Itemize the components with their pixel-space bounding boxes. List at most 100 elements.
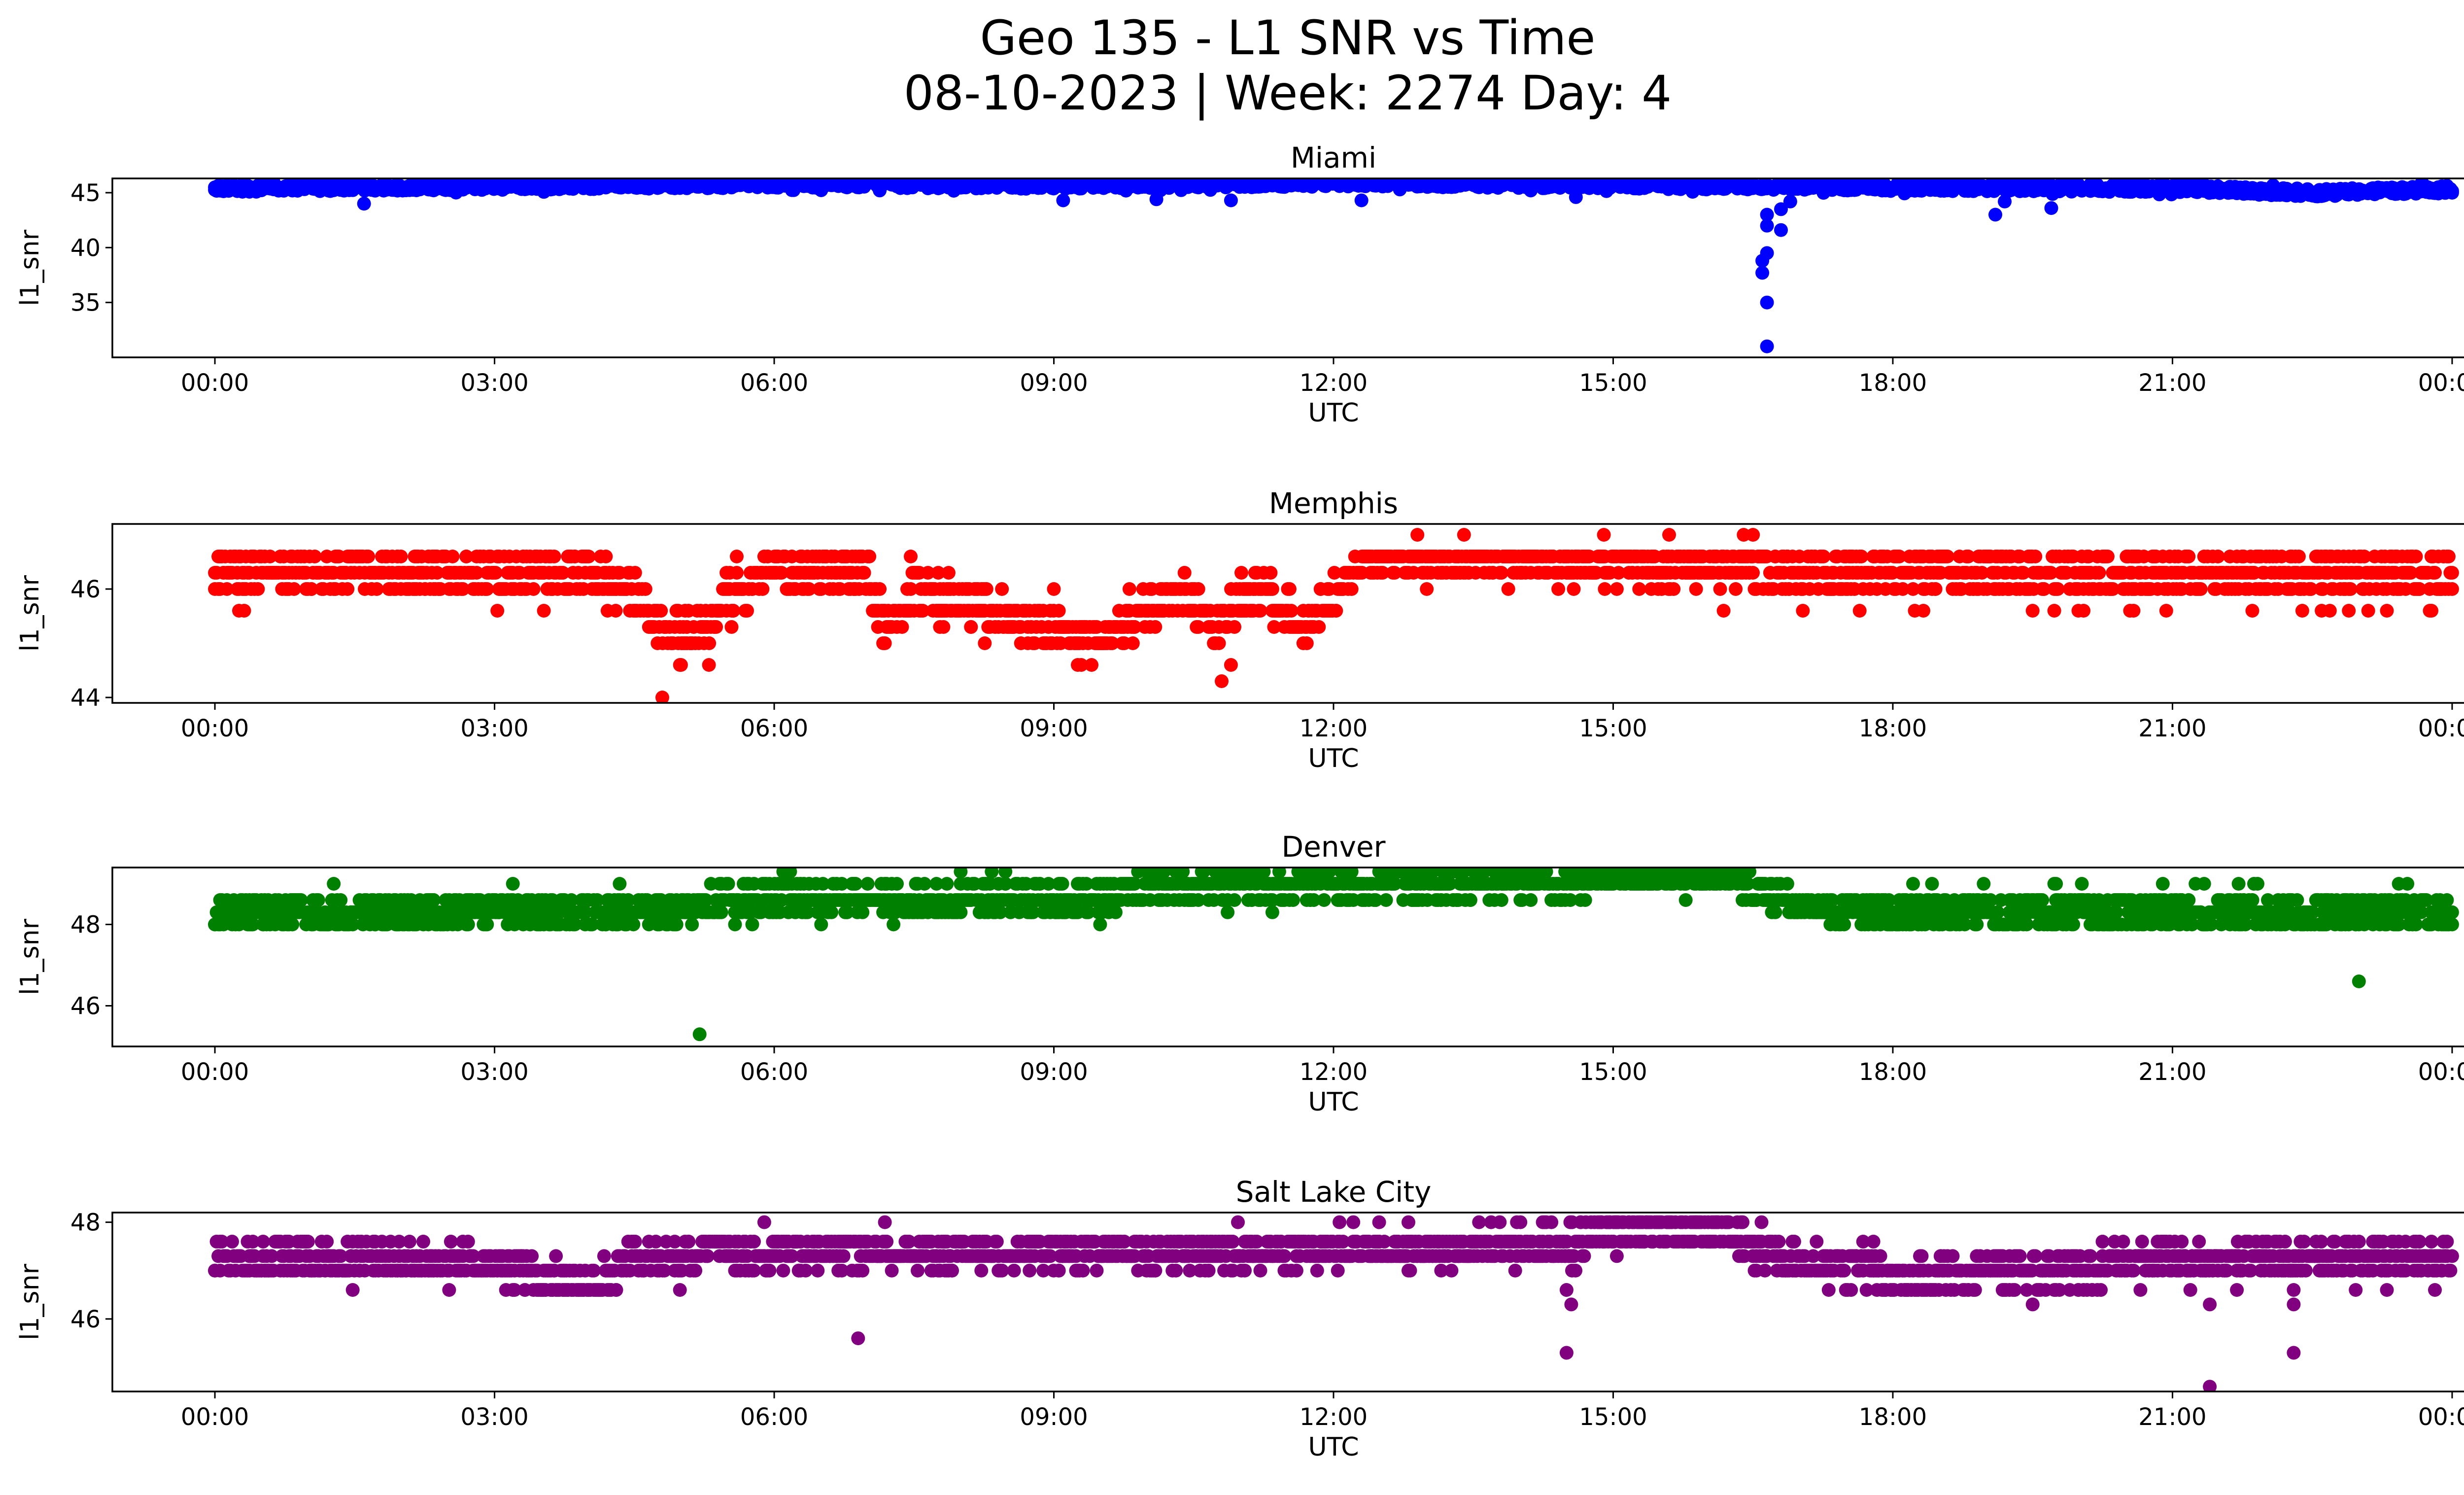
subplot-title: Denver bbox=[1282, 830, 1386, 864]
x-tick-label: 09:00 bbox=[1020, 369, 1088, 397]
data-point bbox=[1611, 566, 1626, 580]
data-point bbox=[849, 877, 863, 891]
outlier-point bbox=[1420, 582, 1434, 596]
data-point bbox=[285, 917, 300, 932]
x-tick-label: 03:00 bbox=[460, 369, 528, 397]
data-point bbox=[904, 582, 918, 596]
data-point bbox=[1177, 566, 1192, 580]
data-point bbox=[2445, 582, 2459, 596]
data-point bbox=[246, 917, 260, 932]
data-point bbox=[1055, 877, 1069, 891]
data-point bbox=[459, 550, 474, 563]
data-point bbox=[878, 636, 892, 650]
data-point bbox=[2441, 550, 2456, 563]
scatter-points bbox=[208, 528, 2459, 703]
data-point bbox=[585, 917, 599, 932]
data-point bbox=[2343, 582, 2358, 596]
data-point bbox=[426, 893, 441, 907]
y-tick-label: 46 bbox=[70, 576, 101, 603]
data-point bbox=[582, 550, 596, 563]
data-point bbox=[978, 636, 992, 650]
data-point bbox=[1157, 868, 1171, 879]
data-point bbox=[506, 877, 520, 891]
outlier-point bbox=[1569, 190, 1583, 204]
data-point bbox=[2445, 184, 2459, 198]
data-point bbox=[1052, 604, 1066, 618]
data-point bbox=[1026, 905, 1040, 919]
data-point bbox=[263, 550, 277, 563]
data-point bbox=[918, 877, 931, 891]
data-point bbox=[1126, 636, 1140, 650]
x-tick-label: 00:00 bbox=[181, 715, 249, 742]
data-point bbox=[1975, 566, 1989, 580]
data-point bbox=[1282, 582, 1297, 596]
x-axis-label: UTC bbox=[1308, 744, 1359, 773]
data-point bbox=[2047, 604, 2061, 618]
data-point bbox=[2016, 566, 2030, 580]
outlier-point bbox=[1760, 339, 1774, 353]
x-tick-label: 00:00 bbox=[181, 369, 249, 397]
data-point bbox=[702, 636, 717, 650]
data-point bbox=[1928, 582, 1943, 596]
data-point bbox=[334, 893, 348, 907]
data-point bbox=[1667, 582, 1681, 596]
outlier-point bbox=[1760, 218, 1774, 233]
data-point bbox=[1916, 604, 1930, 618]
data-point bbox=[2425, 604, 2438, 618]
data-point bbox=[724, 620, 739, 634]
x-tick-label: 15:00 bbox=[1579, 715, 1647, 742]
data-point bbox=[526, 582, 541, 596]
data-point bbox=[1228, 893, 1241, 907]
data-point bbox=[1176, 868, 1190, 879]
data-point bbox=[430, 566, 444, 580]
outlier-point bbox=[1215, 674, 1229, 688]
data-point bbox=[721, 877, 735, 891]
data-point bbox=[621, 893, 635, 907]
data-point bbox=[1746, 566, 1760, 580]
outlier-point bbox=[1746, 528, 1760, 542]
data-point bbox=[461, 917, 475, 932]
data-point bbox=[904, 550, 918, 563]
x-tick-label: 15:00 bbox=[1579, 369, 1647, 397]
data-point bbox=[1388, 566, 1402, 580]
data-point bbox=[1191, 620, 1205, 634]
data-point bbox=[669, 917, 684, 932]
data-point bbox=[2126, 604, 2141, 618]
data-point bbox=[1300, 636, 1314, 650]
data-point bbox=[2245, 604, 2259, 618]
outlier-point bbox=[2025, 604, 2040, 618]
data-point bbox=[824, 905, 839, 919]
outlier-point bbox=[1760, 295, 1774, 310]
data-point bbox=[370, 582, 384, 596]
data-point bbox=[1961, 550, 1975, 563]
y-axis-label: l1_snr bbox=[15, 229, 45, 306]
data-point bbox=[237, 604, 251, 618]
x-axis-label: UTC bbox=[1308, 398, 1359, 428]
data-point bbox=[916, 604, 930, 618]
data-point bbox=[755, 582, 770, 596]
data-point bbox=[1494, 566, 1508, 580]
data-point bbox=[2404, 566, 2418, 580]
data-point bbox=[709, 620, 723, 634]
data-point bbox=[814, 917, 828, 932]
data-point bbox=[556, 566, 570, 580]
x-tick-label: 21:00 bbox=[2138, 369, 2206, 397]
data-point bbox=[2357, 550, 2371, 563]
x-tick-label: 06:00 bbox=[740, 369, 808, 397]
data-point bbox=[2159, 604, 2173, 618]
data-point bbox=[1632, 582, 1646, 596]
data-point bbox=[1940, 550, 1954, 563]
outlier-point bbox=[1047, 582, 1061, 596]
x-tick-label: 09:00 bbox=[1020, 715, 1088, 742]
outlier-point bbox=[1149, 192, 1164, 207]
data-point bbox=[1729, 582, 1743, 596]
x-tick-label: 12:00 bbox=[1300, 369, 1368, 397]
data-point bbox=[1041, 877, 1056, 891]
data-point bbox=[1609, 582, 1624, 596]
data-point bbox=[311, 893, 325, 907]
data-point bbox=[361, 550, 376, 563]
data-point bbox=[2292, 550, 2306, 563]
data-point bbox=[1713, 582, 1727, 596]
data-point bbox=[728, 917, 742, 932]
data-point bbox=[783, 868, 797, 879]
